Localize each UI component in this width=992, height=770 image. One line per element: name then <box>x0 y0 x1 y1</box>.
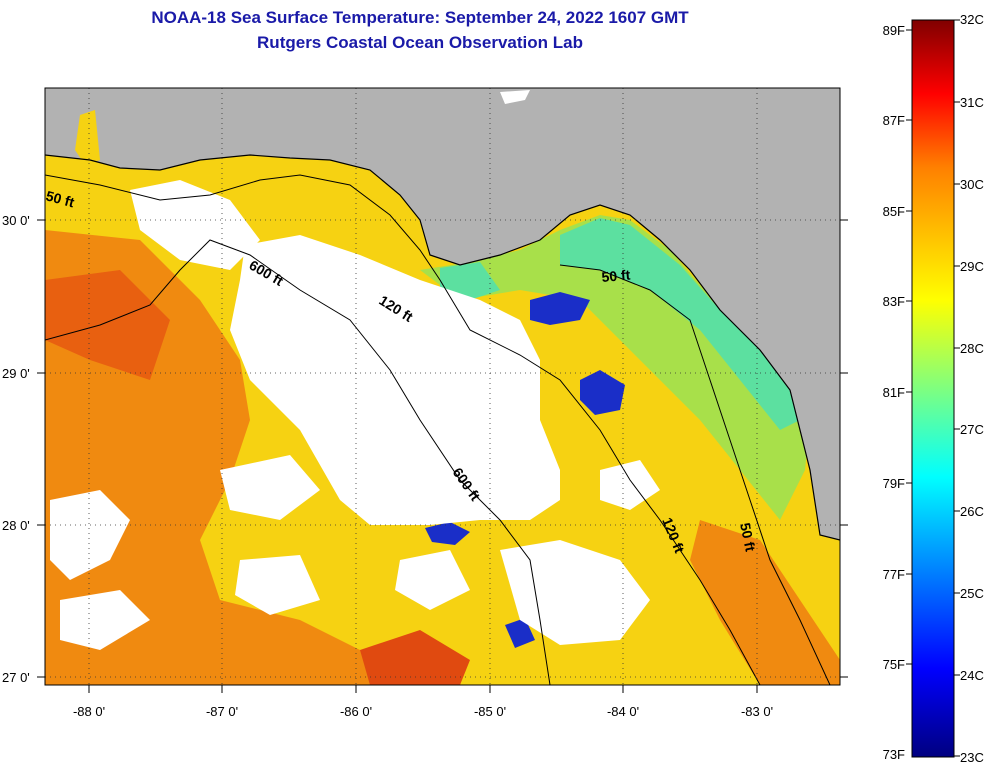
colorbar-f-label: 85F <box>883 204 905 219</box>
colorbar-c-label: 29C <box>960 259 984 274</box>
contour-120ft <box>45 174 761 685</box>
colorbar-f-label: 81F <box>883 385 905 400</box>
x-tick-label: -86 0' <box>340 704 372 719</box>
cloud-cover-sw2 <box>60 590 150 650</box>
colorbar-c-label: 31C <box>960 95 984 110</box>
colorbar-f-label: 83F <box>883 294 905 309</box>
cold-patch-1 <box>530 292 590 325</box>
y-tick-label: 30 0' <box>2 213 30 228</box>
colorbar-f-label: 77F <box>883 567 905 582</box>
cloud-cover-sw <box>50 490 130 580</box>
colorbar-f-label: 73F <box>883 747 905 762</box>
contour-600ft <box>45 239 551 685</box>
cold-patch-4 <box>505 618 535 648</box>
y-tick-label: 29 0' <box>2 366 30 381</box>
land <box>45 88 840 540</box>
warm-water-east <box>690 520 840 685</box>
x-tick-label: -87 0' <box>206 704 238 719</box>
colorbar-c-label: 30C <box>960 177 984 192</box>
contour-label-50ft-south: 50 ft <box>737 521 759 553</box>
colorbar-f-label: 79F <box>883 476 905 491</box>
colorbar-ticks <box>906 19 960 757</box>
contour-50ft <box>559 264 831 685</box>
colorbar-c-label: 32C <box>960 12 984 27</box>
apalachee-water <box>440 262 500 300</box>
x-tick-label: -83 0' <box>741 704 773 719</box>
contour-label-50ft-north: 50 ft <box>601 267 631 285</box>
coastline <box>45 154 840 541</box>
x-tick-label: -85 0' <box>474 704 506 719</box>
colorbar-c-label: 25C <box>960 586 984 601</box>
colorbar-c-label: 24C <box>960 668 984 683</box>
cloud-cover-south2 <box>395 550 470 610</box>
colorbar-f-label: 87F <box>883 113 905 128</box>
colorbar <box>911 19 955 758</box>
colorbar-c-label: 27C <box>960 422 984 437</box>
chart-title: NOAA-18 Sea Surface Temperature: Septemb… <box>151 8 689 27</box>
cloud-cover-mid <box>220 455 320 520</box>
warm-core-west <box>45 270 170 380</box>
y-tick-label: 28 0' <box>2 518 30 533</box>
cold-patch-2 <box>580 370 625 415</box>
map-frame <box>44 87 841 686</box>
cloud-cover-south <box>500 540 650 645</box>
cloud-cover-center <box>230 235 560 525</box>
colorbar-c-label: 26C <box>960 504 984 519</box>
y-tick-label: 27 0' <box>2 670 30 685</box>
mobile-bay <box>75 110 100 165</box>
axis-ticks <box>37 219 848 693</box>
cloud-cover-north <box>130 180 260 270</box>
coastal-water <box>560 218 800 430</box>
chart-subtitle: Rutgers Coastal Ocean Observation Lab <box>257 33 583 52</box>
x-tick-label: -84 0' <box>607 704 639 719</box>
contour-label-50ft-west: 50 ft <box>44 187 76 210</box>
map-panel <box>45 88 840 685</box>
inland-cloud <box>500 90 530 104</box>
cloud-cover-south3 <box>235 555 320 615</box>
cloud-cover-east <box>600 460 660 510</box>
colorbar-f-label: 89F <box>883 23 905 38</box>
colorbar-f-label: 75F <box>883 657 905 672</box>
x-tick-label: -88 0' <box>73 704 105 719</box>
cold-patch-3 <box>425 522 470 545</box>
colorbar-c-label: 23C <box>960 750 984 765</box>
warm-core-south <box>360 630 470 685</box>
colorbar-c-label: 28C <box>960 341 984 356</box>
